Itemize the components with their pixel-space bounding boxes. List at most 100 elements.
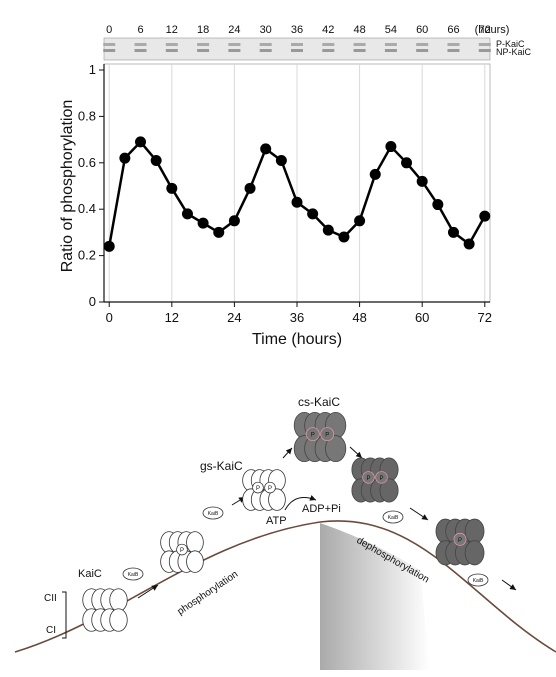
data-point [229,215,240,226]
gel-band [322,49,334,52]
data-point [307,208,318,219]
diagram-label: P [180,548,184,554]
data-point [464,239,475,250]
diagram-label: CI [46,625,56,636]
gel-band [291,43,303,46]
x-tick-label: 48 [352,310,366,325]
kaic-subunit [465,541,484,565]
y-tick-label: 0.8 [78,108,96,123]
gel-hour-label: 66 [447,24,459,36]
gel-band [135,49,147,52]
diagram-label: ATP [266,515,287,527]
gel-hour-label: 12 [166,24,178,36]
arrow [283,448,292,458]
gel-band [166,43,178,46]
gel-hour-label: 60 [416,24,428,36]
x-tick-label: 72 [478,310,492,325]
gel-band [291,49,303,52]
y-tick-label: 0.2 [78,248,96,263]
diagram-label: cs-KaiC [298,395,340,409]
gel-band [260,43,272,46]
figure: 061218243036424854606672(hours)P-KaiCNP-… [0,0,556,677]
bracket [62,592,66,638]
data-point [292,197,303,208]
gel-band [322,43,334,46]
diagram-label: KaiB [208,511,219,517]
gel-band [135,43,147,46]
data-point [276,155,287,166]
gel-band [197,49,209,52]
gel-hour-label: 6 [137,24,143,36]
x-tick-label: 24 [227,310,241,325]
x-tick-label: 36 [290,310,304,325]
data-point [354,215,365,226]
diagram-label: KaiB [473,578,484,584]
gel-band [228,43,240,46]
arrow [350,447,362,458]
gel-band [166,49,178,52]
diagram-label: P [325,433,329,439]
data-point [448,227,459,238]
data-point [385,141,396,152]
y-tick-label: 0 [89,294,96,309]
gel-hour-label: 30 [260,24,272,36]
gel-hour-label: 24 [228,24,240,36]
y-axis-label: Ratio of phosphorylation [59,100,76,273]
diagram-label: KaiB [128,572,139,578]
diagram-label: P [458,538,462,544]
arrow [502,580,516,590]
x-tick-label: 0 [106,310,113,325]
x-axis-label: Time (hours) [252,331,342,348]
data-point [260,143,271,154]
gel-hour-label: 36 [291,24,303,36]
data-point [479,211,490,222]
gel-band [385,43,397,46]
arrow [410,508,428,520]
diagram-label: phosphorylation [176,569,241,618]
diagram-label: P [268,486,272,492]
diagram-label: P [379,476,383,482]
gel-band [103,49,115,52]
gel-band [385,49,397,52]
data-point [338,232,349,243]
gel-band-label: NP-KaiC [496,47,532,57]
arrow [138,585,158,598]
diagram-label: ADP+Pi [302,503,341,515]
data-point [104,241,115,252]
gel-band [479,49,491,52]
diagram-label: gs-KaiC [200,459,243,473]
gel-band [416,43,428,46]
gel-band [103,43,115,46]
diagram-label: P [311,433,315,439]
gel-band [354,49,366,52]
gel-band [447,49,459,52]
data-point [182,208,193,219]
data-point [323,225,334,236]
diagram-label: KaiB [388,515,399,521]
data-point [151,155,162,166]
kaic-subunit [187,532,204,554]
gel-hour-unit: (hours) [475,24,510,36]
gel-band [416,49,428,52]
gel-band [479,43,491,46]
kaic-subunit [187,551,204,573]
diagram-label: P [256,486,260,492]
data-point [245,183,256,194]
gel-band [197,43,209,46]
gel-band [447,43,459,46]
gel-hour-label: 0 [106,24,112,36]
gel-hour-label: 54 [385,24,397,36]
data-point [198,218,209,229]
y-tick-label: 1 [89,62,96,77]
data-point [119,153,130,164]
kaic-subunit [110,589,128,612]
gel-band [260,49,272,52]
gel-hour-label: 18 [197,24,209,36]
x-tick-label: 12 [165,310,179,325]
data-point [417,176,428,187]
data-point [135,136,146,147]
data-point [401,157,412,168]
data-point [213,227,224,238]
